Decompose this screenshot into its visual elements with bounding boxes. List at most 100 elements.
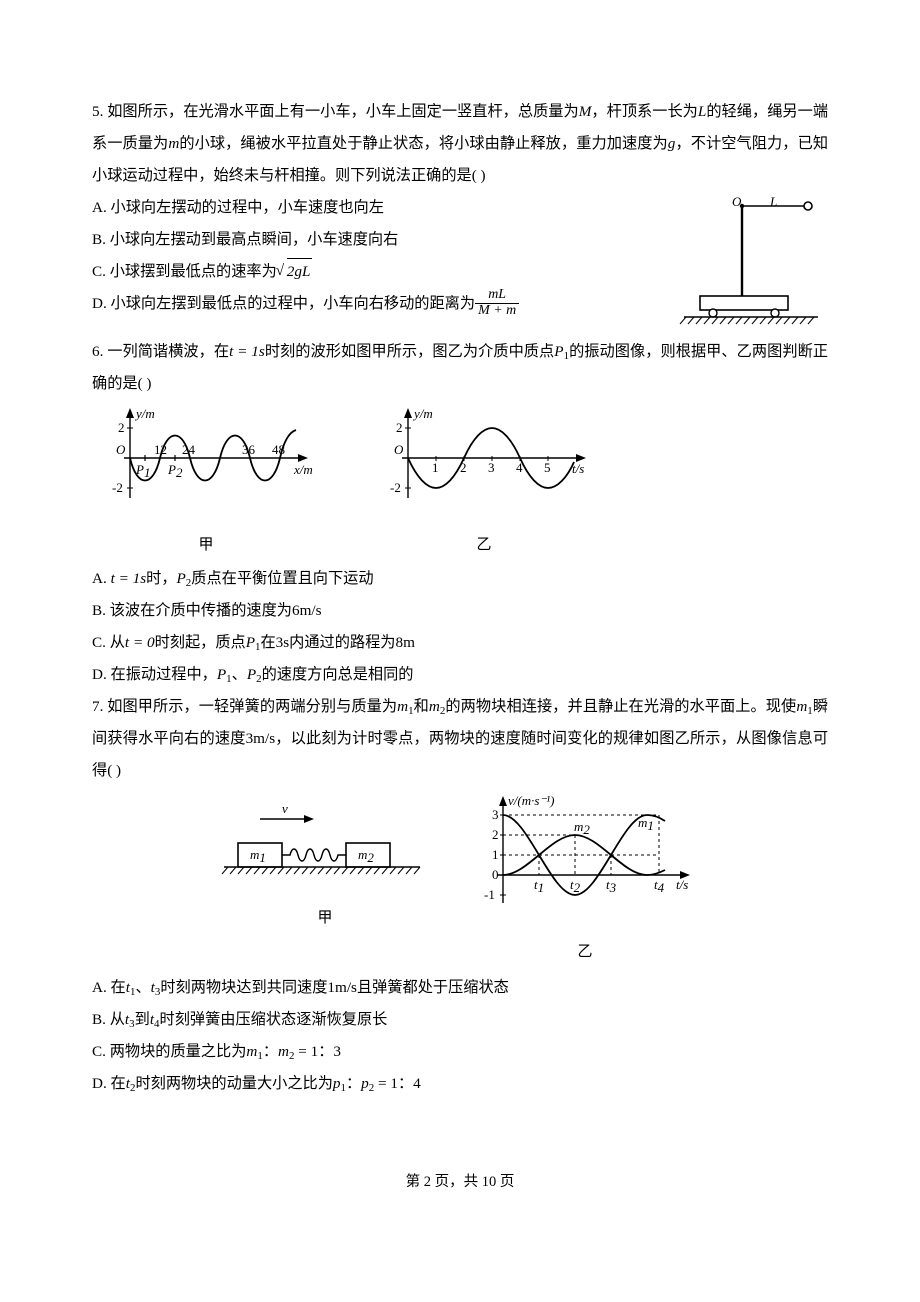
q7-yi-ylabel: v/(m·s⁻¹) [508, 793, 555, 808]
q5-diagram-svg: O L [658, 194, 828, 324]
q7-yi-t1: t1 [534, 877, 544, 895]
q7-yi-xlabel: t/s [676, 877, 688, 892]
q6-optC-3s: 3s [276, 634, 290, 651]
q7-optA-v: 1m/s [327, 979, 357, 996]
q5-option-c-text: C. 小球摆到最低点的速率为 [92, 263, 277, 280]
q6-optD-P2: P [247, 666, 256, 683]
q7-v3: 3m/s [246, 730, 276, 747]
q5-var-M: M [579, 103, 592, 120]
q6-fig-yi: y/m t/s 2 -2 O 1 [374, 406, 594, 561]
question-5: 5. 如图所示，在光滑水平面上有一小车，小车上固定一竖直杆，总质量为M，杆顶系一… [92, 96, 828, 336]
q6-optC-2: 时刻起，质点 [155, 634, 246, 651]
q5-var-m: m [168, 135, 179, 152]
q6-optC-1: C. 从 [92, 634, 125, 651]
q7-yi-t4: t4 [654, 877, 665, 895]
q6-yi-t3: 3 [488, 460, 495, 475]
q7-option-b: B. 从t3到t4时刻弹簧由压缩状态逐渐恢复原长 [92, 1004, 828, 1036]
footer-middle: 页，共 [431, 1174, 482, 1190]
q7-stem-1: 7. 如图甲所示，一轻弹簧的两端分别与质量为 [92, 698, 397, 715]
q7-optC-m2: m [278, 1043, 289, 1060]
q6-optD-1: D. 在振动过程中， [92, 666, 217, 683]
q5-diagram: O L [658, 194, 828, 336]
q7-optC-1: C. 两物块的质量之比为 [92, 1043, 246, 1060]
q7-optB-1: B. 从 [92, 1011, 125, 1028]
q7-yi-y0: 0 [492, 867, 499, 882]
footer-page: 2 [424, 1174, 431, 1190]
q6-optA-1: A. [92, 570, 111, 587]
q7-fig-yi-svg: v/(m·s⁻¹) t/s 3 2 1 0 -1 [470, 793, 700, 925]
q7-stem-3: 的两物块相连接，并且静止在光滑的水平面上。现使 [445, 698, 796, 715]
q7-m1b: m [796, 698, 807, 715]
q7-option-c: C. 两物块的质量之比为m1：m2 = 1：3 [92, 1036, 828, 1068]
q6-fig-jia-svg: y/m x/m 2 -2 O 12 24 36 48 [96, 406, 316, 518]
q6-optC-t: t = 0 [125, 634, 155, 651]
q7-optD-4: = 1：4 [374, 1075, 421, 1092]
q5-cart-body [700, 296, 788, 310]
q7-optD-1: D. 在 [92, 1075, 126, 1092]
q6-optA-2: 时， [146, 570, 176, 587]
q6-fig-jia-caption: 甲 [96, 530, 316, 562]
q6-jia-x24: 24 [182, 442, 196, 457]
q6-figures: y/m x/m 2 -2 O 12 24 36 48 [96, 406, 828, 561]
q5-option-d-text: D. 小球向左摆到最低点的过程中，小车向右移动的距离为 [92, 295, 475, 312]
q7-yi-m1-label: m1 [638, 815, 654, 833]
q5-stem: 5. 如图所示，在光滑水平面上有一小车，小车上固定一竖直杆，总质量为M，杆顶系一… [92, 96, 828, 192]
q6-optD-P1: P [217, 666, 226, 683]
q7-yi-t2: t2 [570, 877, 581, 895]
q6-stem: 6. 一列简谐横波，在t = 1s时刻的波形如图甲所示，图乙为介质中质点P1的振… [92, 336, 828, 400]
q5-optc-sqrt: 2gL [287, 263, 313, 280]
footer-prefix: 第 [406, 1174, 424, 1190]
q6-yi-origin: O [394, 442, 404, 457]
q6-P1: P [554, 343, 563, 360]
q6-jia-ytick-2: 2 [118, 420, 125, 435]
q5-frac-num: mL [475, 288, 519, 304]
q6-jia-ylabel: y/m [134, 406, 155, 421]
q7-m1: m [397, 698, 408, 715]
q6-stem-2: 时刻的波形如图甲所示，图乙为介质中质点 [265, 343, 555, 360]
q7-optB-3: 时刻弹簧由压缩状态逐渐恢复原长 [160, 1011, 388, 1028]
q7-yi-t3: t3 [606, 877, 617, 895]
q7-fig-yi-caption: 乙 [470, 937, 700, 969]
q7-fig-jia: v m1 m2 [220, 793, 430, 934]
q5-stem-text-4: 的小球，绳被水平拉直处于静止状态，将小球由静止释放，重力加速度为 [179, 135, 668, 152]
q6-yi-t2: 2 [460, 460, 467, 475]
q6-optB-text: B. 该波在介质中传播的速度为 [92, 602, 292, 619]
q6-fig-jia: y/m x/m 2 -2 O 12 24 36 48 [96, 406, 316, 561]
q6-optA-3: 质点在平衡位置且向下运动 [191, 570, 373, 587]
q7-stem-2: 和 [414, 698, 429, 715]
q6-optB-v: 6m/s [292, 602, 322, 619]
q7-optD-3: ： [346, 1075, 361, 1092]
q7-optD-p2: p [361, 1075, 369, 1092]
q6-option-c: C. 从t = 0时刻起，质点P1在3s内通过的路程为8m [92, 627, 828, 659]
q6-option-a: A. t = 1s时，P2质点在平衡位置且向下运动 [92, 563, 828, 595]
q7-optA-1: A. 在 [92, 979, 126, 996]
page-footer: 第 2 页，共 10 页 [92, 1167, 828, 1197]
q5-stem-text-1: 5. 如图所示，在光滑水平面上有一小车，小车上固定一竖直杆，总质量为 [92, 103, 579, 120]
q7-optC-3: = 1：3 [294, 1043, 341, 1060]
q6-fig-yi-caption: 乙 [374, 530, 594, 562]
q6-jia-ytick-neg2: -2 [112, 480, 123, 495]
q7-fig-jia-svg: v m1 m2 [220, 793, 430, 891]
q6-optC-val: 8m [395, 634, 414, 651]
q7-optA-2: 、 [135, 979, 150, 996]
q7-optB-2: 到 [135, 1011, 150, 1028]
q7-fig-yi: v/(m·s⁻¹) t/s 3 2 1 0 -1 [470, 793, 700, 968]
q7-yi-y1: 1 [492, 847, 499, 862]
q7-jia-v: v [282, 801, 288, 816]
q6-optC-3: 在 [260, 634, 275, 651]
q6-jia-x12: 12 [154, 442, 167, 457]
q5-frac-den: M + m [475, 304, 519, 319]
q6-jia-origin: O [116, 442, 126, 457]
q7-optD-2: 时刻两物块的动量大小之比为 [135, 1075, 332, 1092]
q6-optA-P2: P [177, 570, 186, 587]
footer-total: 10 [482, 1174, 497, 1190]
q6-yi-ytick-2: 2 [396, 420, 403, 435]
q7-optC-2: ： [263, 1043, 278, 1060]
q6-jia-xlabel: x/m [293, 462, 313, 477]
footer-suffix: 页 [496, 1174, 514, 1190]
q6-yi-t4: 4 [516, 460, 523, 475]
q7-figures: v m1 m2 [92, 793, 828, 968]
q6-option-d: D. 在振动过程中，P1、P2的速度方向总是相同的 [92, 659, 828, 691]
q6-jia-P2: P2 [167, 462, 183, 480]
q7-yi-y2: 2 [492, 827, 499, 842]
